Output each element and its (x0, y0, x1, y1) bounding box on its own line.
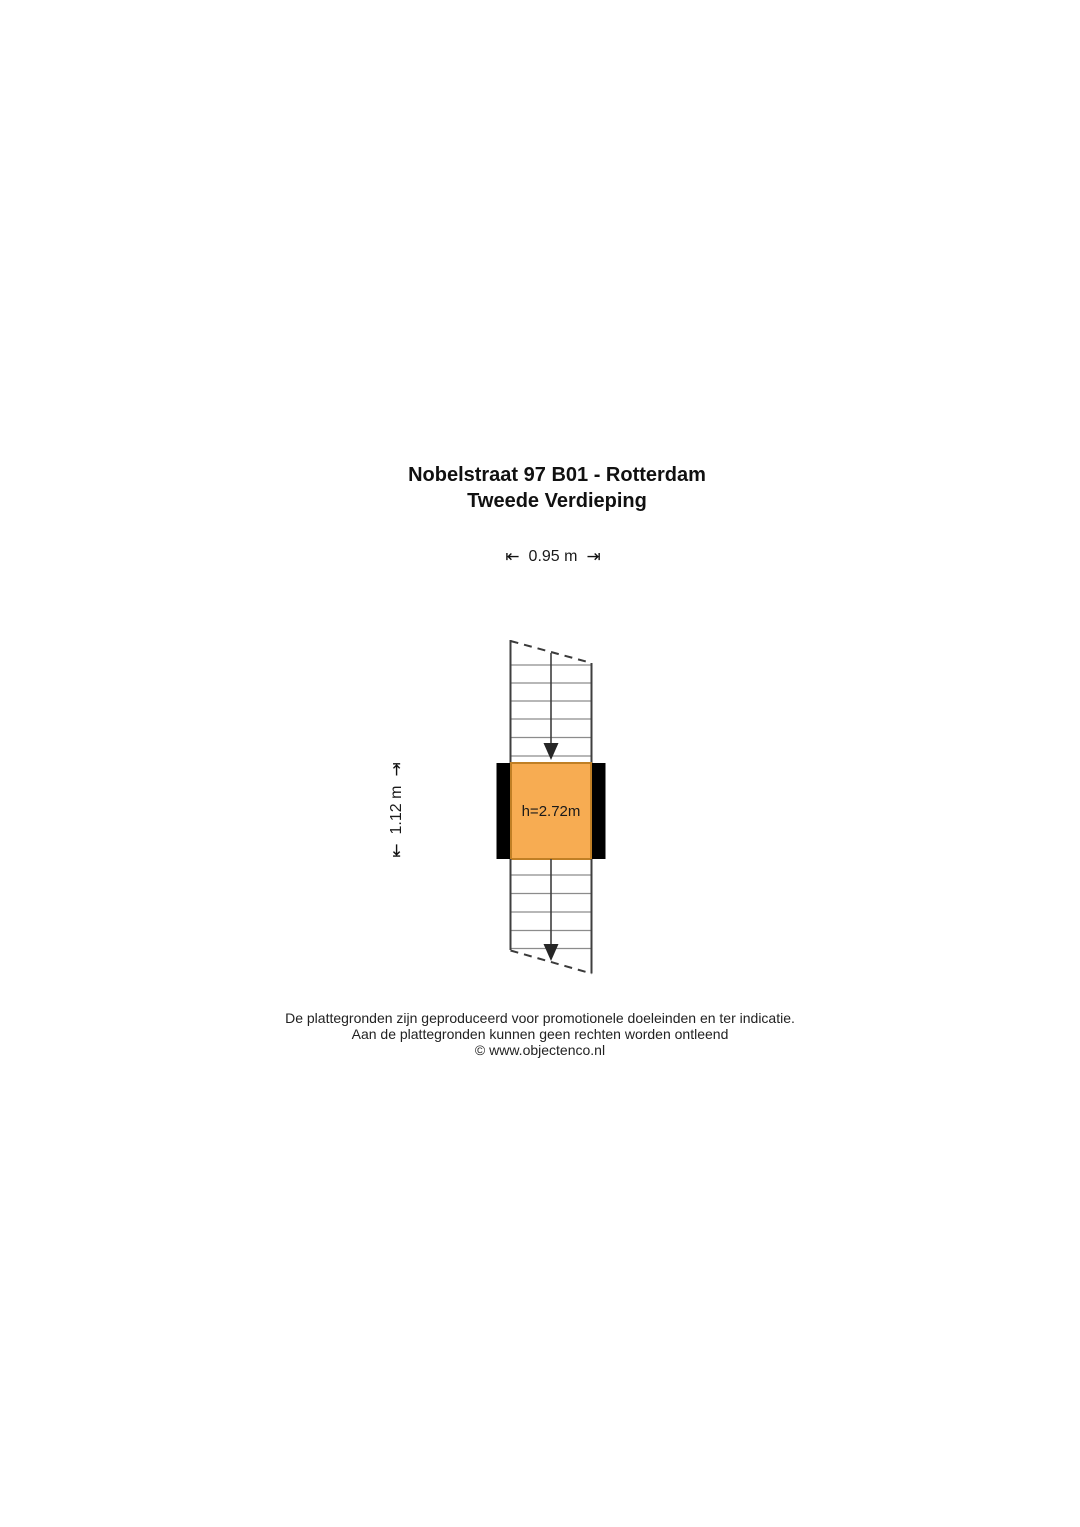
stair-down-arrow-icon (543, 743, 559, 760)
plan-title-floor: Tweede Verdieping (467, 490, 647, 512)
width-dimension-label: 0.95 m (528, 548, 578, 565)
upper-stair-flight (509, 640, 593, 763)
dimension-arrow-right-icon: ⇥ (586, 546, 601, 567)
stair-down-arrow-icon (543, 944, 559, 961)
landing-area (510, 762, 592, 860)
plan-title: Nobelstraat 97 B01 - Rotterdam Tweede Ve… (408, 462, 706, 514)
disclaimer-line-2: Aan de plattegronden kunnen geen rechten… (351, 1026, 729, 1042)
staircase-diagram: h=2.72m (496, 640, 606, 975)
disclaimer: De plattegronden zijn geproduceerd voor … (285, 1010, 795, 1058)
plan-title-address: Nobelstraat 97 B01 - Rotterdam (408, 464, 706, 486)
dimension-arrow-left-icon: ⇤ (505, 546, 520, 567)
disclaimer-line-1: De plattegronden zijn geproduceerd voor … (285, 1010, 795, 1026)
stair-cutline-dashed (510, 949, 592, 975)
wall-left (496, 763, 511, 859)
ceiling-height-label: h=2.72m (522, 803, 581, 820)
stair-landing: h=2.72m (496, 762, 606, 860)
width-dimension: ⇤ 0.95 m ⇥ (505, 548, 600, 566)
wall-right (591, 763, 606, 859)
copyright-line: © www.objectenco.nl (474, 1042, 606, 1058)
lower-stair-flight (509, 859, 593, 975)
